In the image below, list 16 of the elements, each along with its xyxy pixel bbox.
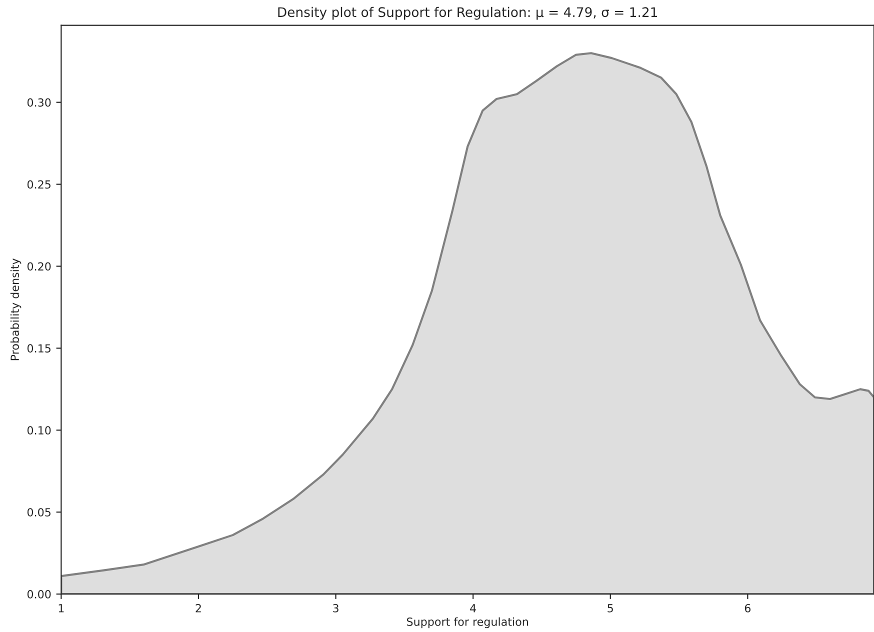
- y-axis-title: Probability density: [10, 258, 22, 360]
- y-tick-label: 0.20: [27, 262, 51, 271]
- x-tick-label: 1: [58, 604, 64, 612]
- y-tick-label: 0.15: [27, 344, 50, 353]
- x-axis-title: Support for regulation: [406, 617, 528, 628]
- y-tick-label: 0.05: [27, 508, 50, 516]
- x-tick-label: 4: [470, 604, 476, 612]
- y-tick-label: 0.10: [27, 426, 51, 435]
- y-tick-label: 0.30: [27, 98, 51, 107]
- x-tick-label: 3: [333, 604, 338, 612]
- chart-title: Density plot of Support for Regulation: μ = 4.79, σ = 1.21: [278, 6, 658, 20]
- y-tick-label: 0.00: [27, 590, 51, 598]
- x-tick-label: 5: [608, 604, 613, 612]
- y-tick-label: 0.25: [27, 180, 50, 189]
- x-tick-label: 2: [196, 604, 201, 612]
- x-tick-label: 6: [744, 604, 751, 612]
